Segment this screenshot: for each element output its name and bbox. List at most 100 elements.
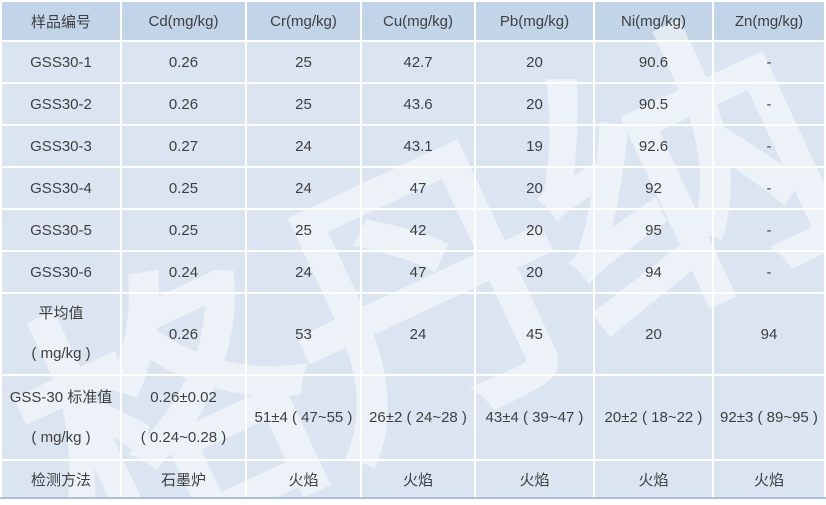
table-row-detection-method: 检测方法 石墨炉 火焰 火焰 火焰 火焰 火焰 (2, 461, 824, 497)
cell-pb: 20 (476, 210, 593, 250)
cell-cr: 53 (247, 294, 360, 374)
cell-value: 0.26 (168, 53, 199, 71)
cell-value: - (766, 221, 772, 239)
cell-value: 53 (295, 325, 312, 343)
cell-pb: 火焰 (476, 461, 593, 497)
cell-cr: 25 (247, 84, 360, 124)
row-label-line2: ( mg/kg ) (31, 345, 91, 362)
cell-zn: - (714, 126, 824, 166)
cell-cu: 26±2 ( 24~28 ) (362, 376, 474, 459)
cell-ni: 90.6 (595, 42, 712, 82)
header-sample-id: 样品编号 (2, 2, 120, 40)
cell-value: 92±3 ( 89~95 ) (720, 409, 818, 426)
cell-pb: 20 (476, 84, 593, 124)
cell-value: 24 (295, 263, 312, 281)
cell-ni: 92 (595, 168, 712, 208)
cell-cu: 47 (362, 168, 474, 208)
cell-value: 43±4 ( 39~47 ) (485, 409, 584, 426)
cell-value: 42.7 (403, 53, 433, 71)
cell-ni: 火焰 (595, 461, 712, 497)
header-label: Zn(mg/kg) (734, 12, 804, 30)
cell-zn: - (714, 168, 824, 208)
header-ni: Ni(mg/kg) (595, 2, 712, 40)
cell-zn: 92±3 ( 89~95 ) (714, 376, 824, 459)
row-label-cell: 平均值 ( mg/kg ) (2, 294, 120, 374)
header-zn: Zn(mg/kg) (714, 2, 824, 40)
cell-cr: 24 (247, 252, 360, 292)
cell-value: 26±2 ( 24~28 ) (369, 409, 467, 426)
cell-zn: 火焰 (714, 461, 824, 497)
cell-value: 火焰 (638, 471, 669, 489)
row-label-cell: GSS30-6 (2, 252, 120, 292)
header-label: Cr(mg/kg) (270, 12, 337, 30)
cell-cd: 0.25 (122, 168, 245, 208)
cell-pb: 20 (476, 252, 593, 292)
table-row-gss30-5: GSS30-5 0.25 25 42 20 95 - (2, 210, 824, 250)
cell-value: 火焰 (402, 471, 433, 489)
cell-cr: 24 (247, 168, 360, 208)
table-row-average: 平均值 ( mg/kg ) 0.26 53 24 45 20 94 (2, 294, 824, 374)
row-label-cell: GSS-30 标准值 ( mg/kg ) (2, 376, 120, 459)
cell-cu: 42 (362, 210, 474, 250)
cell-zn: 94 (714, 294, 824, 374)
cell-ni: 92.6 (595, 126, 712, 166)
cell-cu: 43.1 (362, 126, 474, 166)
cell-value-line2: ( 0.24~0.28 ) (140, 428, 227, 446)
header-label: Cu(mg/kg) (382, 12, 453, 30)
header-cr: Cr(mg/kg) (247, 2, 360, 40)
header-pb: Pb(mg/kg) (476, 2, 593, 40)
cell-cd: 0.26 (122, 84, 245, 124)
cell-cr: 25 (247, 42, 360, 82)
header-cu: Cu(mg/kg) (362, 2, 474, 40)
cell-value: 45 (526, 325, 543, 343)
cell-value: 25 (295, 95, 312, 113)
bottom-border-line (0, 497, 826, 499)
row-label: GSS30-4 (30, 179, 92, 197)
cell-value: 42 (409, 221, 427, 239)
cell-cd: 0.24 (122, 252, 245, 292)
table-row-gss30-3: GSS30-3 0.27 24 43.1 19 92.6 - (2, 126, 824, 166)
cell-value: 25 (295, 221, 312, 239)
cell-cd: 0.26 (122, 42, 245, 82)
cell-value: 94 (645, 263, 662, 281)
cell-value: 20±2 ( 18~22 ) (604, 409, 703, 426)
cell-value: 47 (409, 179, 427, 197)
cell-zn: - (714, 252, 824, 292)
cell-pb: 20 (476, 42, 593, 82)
cell-cd: 石墨炉 (122, 461, 245, 497)
header-label: 样品编号 (30, 13, 91, 31)
cell-cu: 43.6 (362, 84, 474, 124)
cell-pb: 45 (476, 294, 593, 374)
table-row-gss30-6: GSS30-6 0.24 24 47 20 94 - (2, 252, 824, 292)
row-label-line2: ( mg/kg ) (31, 428, 91, 446)
cell-value: - (766, 179, 772, 197)
cell-value: 25 (295, 53, 312, 71)
cell-cu: 24 (362, 294, 474, 374)
table-body: GSS30-1 0.26 25 42.7 20 90.6 - GSS30-2 0… (2, 42, 824, 497)
cell-cr: 25 (247, 210, 360, 250)
cell-value: 0.25 (168, 179, 199, 197)
header-label: Pb(mg/kg) (499, 12, 570, 30)
cell-zn: - (714, 84, 824, 124)
cell-zn: - (714, 210, 824, 250)
cell-value: 火焰 (288, 471, 319, 489)
cell-value: 20 (526, 95, 543, 113)
cell-value: 石墨炉 (160, 471, 206, 489)
cell-value: 0.25 (168, 221, 199, 239)
cell-value: 20 (526, 179, 543, 197)
cell-value: 19 (526, 137, 543, 155)
cell-cu: 42.7 (362, 42, 474, 82)
cell-value: 43.6 (403, 95, 433, 113)
cell-value-line1: 0.26±0.02 (150, 388, 217, 406)
row-label-cell: GSS30-2 (2, 84, 120, 124)
cell-cd: 0.27 (122, 126, 245, 166)
cell-value: 20 (645, 325, 662, 343)
cell-cd: 0.26 (122, 294, 245, 374)
cell-pb: 43±4 ( 39~47 ) (476, 376, 593, 459)
cell-ni: 20 (595, 294, 712, 374)
row-label: 检测方法 (30, 471, 91, 489)
table-header: 样品编号 Cd(mg/kg) Cr(mg/kg) Cu(mg/kg) Pb(mg… (2, 2, 824, 40)
row-label-cell: GSS30-1 (2, 42, 120, 82)
cell-ni: 20±2 ( 18~22 ) (595, 376, 712, 459)
